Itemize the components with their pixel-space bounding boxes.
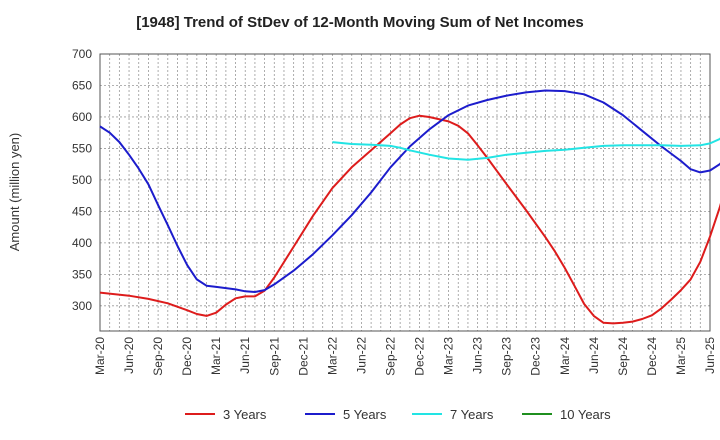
y-tick-label: 600 xyxy=(72,110,92,124)
plot-frame xyxy=(99,53,711,332)
x-tick-label: Sep-22 xyxy=(383,337,397,376)
grid xyxy=(99,53,711,331)
x-tick-label: Dec-21 xyxy=(296,337,310,376)
y-tick-label: 500 xyxy=(72,173,92,187)
chart-title: [1948] Trend of StDev of 12-Month Moving… xyxy=(136,14,584,31)
x-tick-label: Sep-23 xyxy=(500,337,514,376)
x-tick-label: Dec-20 xyxy=(180,337,194,376)
x-tick-label: Jun-23 xyxy=(471,337,485,374)
y-tick-label: 400 xyxy=(72,236,92,250)
legend-label: 7 Years xyxy=(450,407,494,422)
x-tick-label: Mar-22 xyxy=(325,337,339,375)
legend-label: 5 Years xyxy=(343,407,387,422)
y-tick-label: 300 xyxy=(72,299,92,313)
x-tick-label: Mar-20 xyxy=(93,337,107,375)
x-tick-label: Dec-24 xyxy=(645,337,659,376)
x-tick-label: Sep-21 xyxy=(267,337,281,376)
x-tick-label: Mar-24 xyxy=(558,337,572,375)
y-tick-label: 350 xyxy=(72,267,92,281)
y-tick-label: 550 xyxy=(72,141,92,155)
series-line-7-years xyxy=(332,137,720,161)
y-tick-label: 650 xyxy=(72,78,92,92)
x-tick-label: Jun-22 xyxy=(354,337,368,374)
legend: 3 Years 5 Years 7 Years 10 Years xyxy=(185,407,611,422)
x-tick-label: Dec-23 xyxy=(529,337,543,376)
y-axis: 300 350 400 450 500 550 600 650 700 xyxy=(72,47,92,313)
series-line-3-years xyxy=(99,114,720,325)
legend-label: 10 Years xyxy=(560,407,611,422)
x-tick-label: Jun-24 xyxy=(587,337,601,374)
x-axis: Mar-20 Jun-20 Sep-20 Dec-20 Mar-21 Jun-21 Sep-… xyxy=(93,337,717,376)
x-tick-label: Mar-21 xyxy=(209,337,223,375)
y-axis-label: Amount (million yen) xyxy=(7,133,22,252)
x-tick-label: Mar-23 xyxy=(442,337,456,375)
x-tick-label: Sep-24 xyxy=(616,337,630,376)
x-tick-label: Jun-21 xyxy=(238,337,252,374)
x-tick-label: Dec-22 xyxy=(413,337,427,376)
x-tick-label: Mar-25 xyxy=(674,337,688,375)
x-tick-label: Jun-20 xyxy=(122,337,136,374)
legend-label: 3 Years xyxy=(223,407,267,422)
series-lines xyxy=(99,89,720,325)
series-line-5-years xyxy=(99,89,720,293)
y-tick-label: 700 xyxy=(72,47,92,61)
x-tick-label: Sep-20 xyxy=(151,337,165,376)
y-tick-label: 450 xyxy=(72,204,92,218)
x-tick-label: Jun-25 xyxy=(703,337,717,374)
